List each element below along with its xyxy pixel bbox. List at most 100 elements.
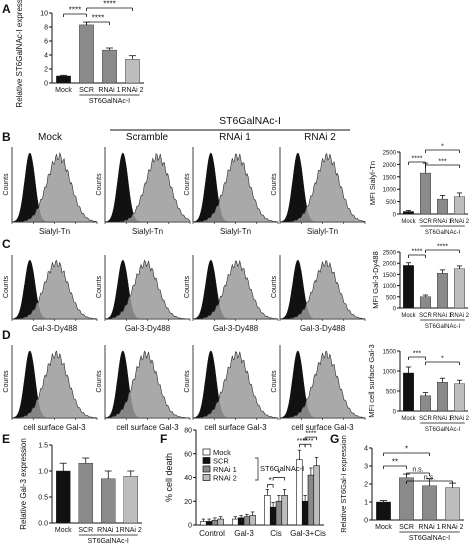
y-axis-label: % cell death <box>164 453 174 502</box>
sig-label: **** <box>303 438 314 445</box>
counts-label: Counts <box>96 275 103 298</box>
category-label: Mock <box>401 313 416 319</box>
sig-label: **** <box>103 0 115 9</box>
sig-label: *** <box>413 351 421 358</box>
group-label: Gal-3+Cis <box>290 529 326 538</box>
y-tick-label: 1000 <box>383 188 397 194</box>
y-tick-label: 2 <box>364 482 368 489</box>
y-tick-label: 4 <box>44 53 48 60</box>
sig-label: **** <box>437 244 448 251</box>
category-label: Mock <box>55 527 72 534</box>
st6-header: ST6GalNAc-I <box>219 115 281 127</box>
legend-bracket <box>255 457 259 481</box>
sig-label: *** <box>438 159 446 166</box>
y-tick-label: 1.5 <box>38 443 48 450</box>
group-label: ST6GalNAc-I <box>425 230 461 236</box>
y-tick-label: 0 <box>364 518 368 525</box>
hist-x-label: Sialyl-Tn <box>39 227 70 236</box>
group-label: ST6GalNAc-I <box>409 535 450 542</box>
counts-label: Counts <box>96 370 103 393</box>
hist-x-label: Gal-3-Dy488 <box>300 324 346 333</box>
counts-label: Counts <box>271 173 278 196</box>
y-tick-label: 0 <box>393 213 397 219</box>
bar <box>301 500 309 526</box>
y-tick-label: 0.5 <box>38 495 48 502</box>
hist-x-label: Gal-3-Dy488 <box>32 324 78 333</box>
sample-histogram <box>280 153 366 223</box>
bar <box>217 518 224 526</box>
category-label: Mock <box>55 87 72 94</box>
y-tick-label: 2000 <box>383 163 397 169</box>
y-tick-label: 500 <box>386 390 397 396</box>
y-tick-label: 2 <box>44 67 48 74</box>
panel-g-chart: 0 1 2 3 4 Relative ST6Gal-I expression Mock SCR… <box>339 435 464 542</box>
legend-label: RNAi 2 <box>213 474 237 483</box>
bar <box>437 198 448 215</box>
sample-histogram <box>192 351 279 419</box>
y-tick-label: 0 <box>44 81 48 88</box>
sig-label: **** <box>69 6 81 15</box>
sample-histogram <box>104 259 191 320</box>
category-label: SCR <box>419 219 432 225</box>
bar <box>125 59 140 84</box>
category-label: SCR <box>419 313 432 319</box>
panel-letter-f: F <box>160 432 167 446</box>
panel-letter-b: B <box>2 130 11 144</box>
sig-label: **** <box>412 156 423 163</box>
y-tick-label: 1500 <box>383 273 397 279</box>
bar <box>264 495 271 526</box>
bar <box>56 470 71 524</box>
sample-histogram <box>11 259 98 320</box>
sample-histogram <box>105 153 191 223</box>
bar <box>437 382 448 412</box>
category-label: RNAi 1 <box>418 524 440 531</box>
bar <box>454 268 465 309</box>
panel-letter-c: C <box>2 237 11 251</box>
y-tick-label: 0 <box>393 307 397 313</box>
legend-swatch <box>202 448 211 456</box>
y-tick-label: 1000 <box>383 370 397 376</box>
flow-column-titles: Mock Scramble RNAi 1 RNAi 2 <box>38 132 336 143</box>
bar <box>200 521 207 526</box>
bar <box>399 477 414 521</box>
y-tick-label: 8 <box>44 25 48 32</box>
counts-label: Counts <box>3 275 10 298</box>
y-tick-label: 4 <box>364 446 368 453</box>
y-tick-label: 0 <box>188 523 192 530</box>
y-tick-label: 10 <box>40 11 48 18</box>
y-tick-label: 1500 <box>383 350 397 356</box>
category-label: Mock <box>375 524 392 531</box>
counts-label: Counts <box>271 275 278 298</box>
category-label: RNAi 2 <box>441 524 463 531</box>
legend-swatch <box>202 474 211 481</box>
counts-label: Counts <box>184 370 191 393</box>
col-title-rnai2: RNAi 2 <box>304 132 336 143</box>
category-label: Mock <box>401 416 416 422</box>
y-axis-label: Relative Gal-3 expression <box>19 438 28 530</box>
category-label: RNAi 1 <box>98 87 120 94</box>
bar <box>403 211 414 215</box>
panel-letter-g: G <box>330 432 339 446</box>
panel-b-bar-chart: 0 500 1000 1500 2000 2500 MFI Sialyl-Tn Mock SCR… <box>368 144 470 237</box>
sample-histogram <box>192 153 279 223</box>
counts-label: Counts <box>184 173 191 196</box>
legend-swatch <box>202 457 211 464</box>
legend-group-label: ST6GalNAc-I <box>260 464 304 473</box>
panel-letter-d: D <box>2 328 11 342</box>
legend-swatch <box>202 465 211 473</box>
bar <box>237 517 245 526</box>
bar <box>56 75 71 84</box>
sig-label: * <box>269 476 272 485</box>
counts-label: Counts <box>184 275 191 298</box>
y-tick-label: 2500 <box>383 151 397 157</box>
hist-x-label: Sialyl-Tn <box>307 227 338 236</box>
bar <box>102 49 117 84</box>
bar <box>420 172 431 215</box>
col-title-scramble: Scramble <box>126 132 169 143</box>
bar <box>403 265 414 309</box>
sig-label: * <box>441 144 444 151</box>
y-tick-label: 500 <box>386 295 397 301</box>
y-tick-label: 1.0 <box>38 469 48 476</box>
category-label: RNAi 2 <box>450 416 470 422</box>
